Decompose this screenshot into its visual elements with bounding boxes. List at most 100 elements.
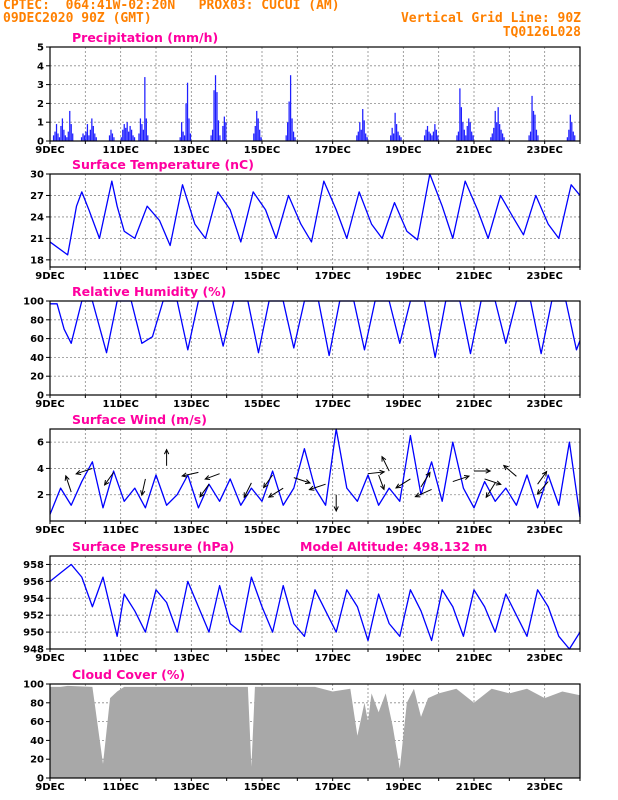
precipitation-bar (72, 133, 74, 141)
precipitation-bar (289, 75, 292, 141)
precipitation-bar (108, 135, 111, 141)
pressure-frame (49, 555, 581, 650)
precipitation-bar (460, 107, 463, 141)
precipitation-bar (500, 129, 502, 141)
humidity-date-label: 9DEC (35, 399, 64, 410)
precipitation-bar (80, 137, 83, 141)
humidity-date-label: 13DEC (173, 399, 209, 410)
wind-vector (537, 471, 548, 485)
precipitation-bar (503, 137, 505, 141)
precipitation-bar (292, 131, 295, 141)
precipitation-bar (63, 129, 65, 141)
precipitation-bar (223, 116, 225, 141)
wind-vector-head (485, 492, 491, 499)
precipitation-bar (211, 129, 214, 141)
wind-date-label: 19DEC (385, 525, 421, 536)
pressure-date-label: 15DEC (244, 653, 280, 664)
precipitation-bar (91, 118, 93, 141)
precipitation-bar (179, 137, 181, 141)
precipitation-bar (120, 137, 122, 141)
wind-vector-head (140, 490, 146, 497)
precipitation-bar (425, 129, 427, 141)
precipitation-bar (181, 122, 183, 141)
precipitation-bar (94, 133, 96, 141)
precipitation-bar (285, 135, 287, 141)
wind-vector (381, 456, 390, 472)
precipitation-bar (459, 88, 461, 141)
precipitation-ytick-label: 4 (37, 61, 44, 72)
precipitation-bar (141, 124, 143, 141)
wind-vector-head (485, 468, 492, 474)
wind-vector-head (502, 464, 509, 471)
precipitation-date-label: 21DEC (456, 145, 492, 156)
precipitation-ytick-label: 5 (37, 43, 44, 54)
wind-vector (309, 483, 326, 491)
precipitation-bar (531, 95, 533, 141)
precipitation-bar (66, 137, 68, 141)
precipitation-bar (147, 135, 149, 141)
precipitation-bar (437, 135, 439, 141)
wind-date-label: 21DEC (456, 525, 492, 536)
header-line-2: 09DEC2020 90Z (GMT) (3, 11, 152, 26)
model-altitude: Model Altitude: 498.132 m (300, 539, 487, 554)
wind-vector (182, 471, 199, 477)
humidity-ytick-label: 80 (30, 315, 44, 326)
temperature-date-label: 23DEC (526, 271, 562, 282)
cloud-cover-date-label: 23DEC (526, 782, 562, 793)
wind-vector (104, 472, 115, 486)
precipitation-date-label: 11DEC (102, 145, 138, 156)
cloud-cover-date-label: 21DEC (456, 782, 492, 793)
temperature-date-label: 21DEC (456, 271, 492, 282)
precipitation-bar (428, 131, 430, 141)
precipitation-bar (571, 122, 573, 141)
precipitation-bar (253, 133, 255, 141)
precipitation-bar (491, 133, 493, 141)
pressure-ytick-label: 950 (23, 628, 44, 639)
precipitation-bar (499, 124, 501, 141)
wind-vector-head (103, 479, 110, 486)
temperature-date-label: 9DEC (35, 271, 64, 282)
cloud-cover-frame (49, 683, 581, 779)
wind-vector-head (204, 475, 211, 481)
pressure-date-label: 9DEC (35, 653, 64, 664)
humidity-ytick-label: 40 (30, 353, 44, 364)
precipitation-bar (568, 129, 570, 141)
precipitation-bar (434, 124, 436, 141)
humidity-frame (49, 300, 581, 396)
wind-vector-head (333, 506, 339, 513)
precipitation-bar (398, 135, 401, 141)
wind-vector-head (495, 480, 502, 486)
precipitation-bar (225, 122, 227, 141)
precipitation-date-label: 19DEC (385, 145, 421, 156)
pressure-ytick-label: 948 (23, 645, 44, 656)
precipitation-bar (186, 82, 189, 141)
precipitation-ytick-label: 1 (37, 118, 44, 129)
cloud-cover-ytick-label: 20 (30, 755, 44, 766)
humidity-ytick-label: 20 (30, 372, 44, 383)
cloud-cover-ytick-label: 100 (23, 680, 44, 691)
wind-vector-head (425, 471, 431, 478)
precipitation-bar (128, 131, 130, 141)
temperature-ytick-label: 18 (30, 255, 44, 266)
precipitation-bar (55, 124, 58, 141)
humidity-ytick-label: 100 (23, 297, 44, 308)
precipitation-bar (291, 118, 293, 141)
wind-vector-head (199, 491, 205, 498)
precipitation-bar (365, 133, 367, 141)
temperature-ytick-label: 27 (30, 191, 44, 202)
wind-vector (243, 482, 252, 498)
precipitation-bar (472, 135, 474, 141)
cloud-cover-date-label: 19DEC (385, 782, 421, 793)
precipitation-bar (294, 137, 296, 141)
wind-title: Surface Wind (m/s) (72, 412, 207, 427)
precipitation-bar (182, 131, 184, 141)
humidity-date-label: 23DEC (526, 399, 562, 410)
wind-vector-head (463, 475, 471, 481)
pressure-ytick-label: 958 (23, 560, 44, 571)
cloud-cover-title: Cloud Cover (%) (72, 667, 185, 682)
precipitation-bar (465, 135, 467, 141)
wind-vector-head (414, 492, 421, 498)
wind-date-label: 11DEC (102, 525, 138, 536)
precipitation-bar (189, 133, 192, 141)
temperature-date-label: 17DEC (314, 271, 350, 282)
